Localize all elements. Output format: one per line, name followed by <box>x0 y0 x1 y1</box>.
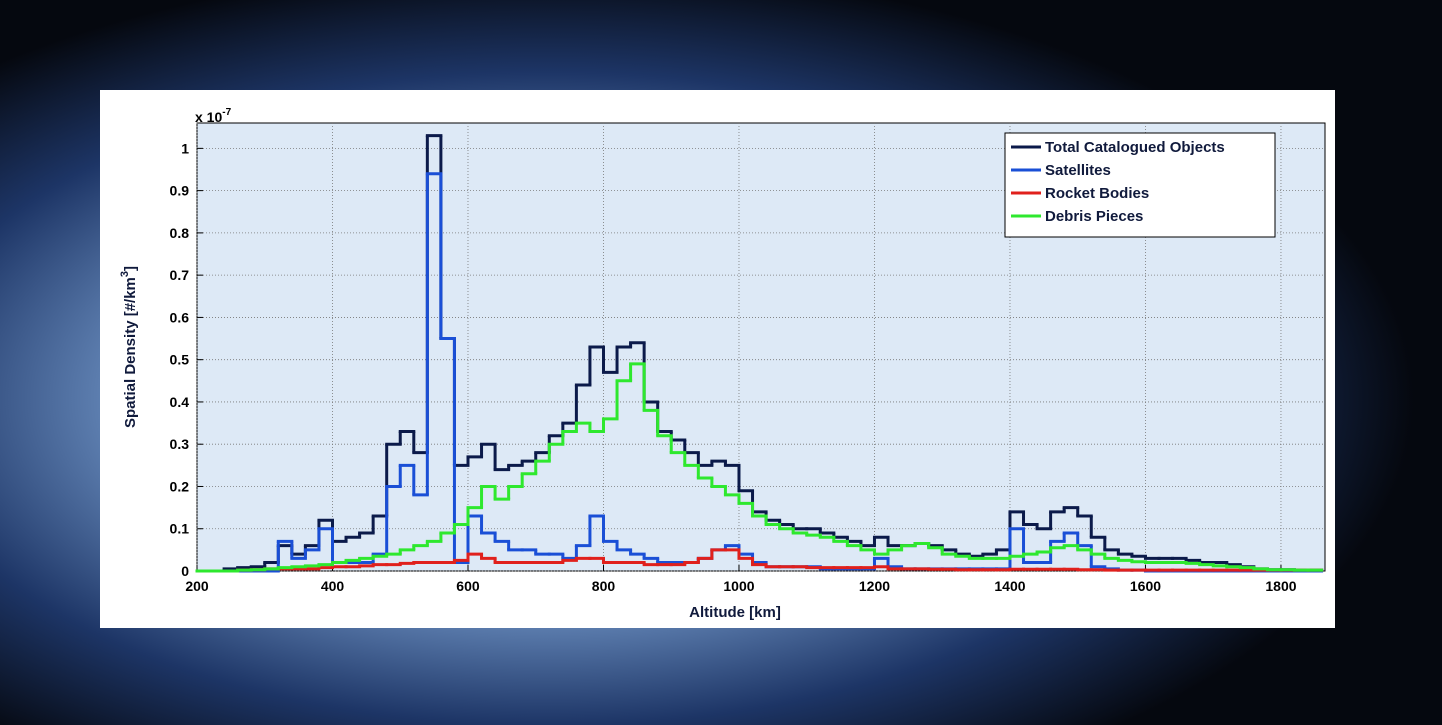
y-tick-label: 0.5 <box>170 352 190 368</box>
y-multiplier: x 10-7 <box>195 107 232 125</box>
y-tick-label: 0.3 <box>170 436 190 452</box>
y-axis-label-end: ] <box>122 266 139 271</box>
x-tick-label: 200 <box>185 578 209 594</box>
legend-label: Satellites <box>1045 162 1111 179</box>
y-tick-label: 0.7 <box>170 267 190 283</box>
x-tick-label: 1800 <box>1265 578 1296 594</box>
x-axis-label: Altitude [km] <box>689 604 781 621</box>
y-tick-label: 0.8 <box>170 225 190 241</box>
legend-box <box>1004 132 1276 238</box>
y-multiplier-base: x 10 <box>195 109 222 125</box>
legend-label: Total Catalogued Objects <box>1045 139 1225 156</box>
y-axis-label: Spatial Density [#/km3] <box>119 266 139 428</box>
legend-label: Debris Pieces <box>1045 208 1143 225</box>
x-tick-label: 1400 <box>994 578 1025 594</box>
x-tick-label: 600 <box>456 578 480 594</box>
y-tick-label: 0.6 <box>170 309 190 325</box>
legend-label: Rocket Bodies <box>1045 185 1149 202</box>
x-tick-label: 1200 <box>859 578 890 594</box>
y-axis-label-sup: 3 <box>119 271 131 277</box>
y-tick-label: 0 <box>181 563 189 579</box>
series <box>195 362 1324 573</box>
y-tick-label: 0.1 <box>170 521 190 537</box>
x-tick-label: 400 <box>321 578 345 594</box>
y-tick-label: 1 <box>181 140 189 156</box>
y-tick-label: 0.2 <box>170 478 190 494</box>
x-tick-label: 1000 <box>723 578 754 594</box>
x-tick-label: 1600 <box>1130 578 1161 594</box>
y-tick-label: 0.9 <box>170 183 190 199</box>
x-tick-label: 800 <box>592 578 616 594</box>
y-tick-label: 0.4 <box>170 394 190 410</box>
y-multiplier-exponent: -7 <box>222 107 231 118</box>
y-axis-label-main: Spatial Density [#/km <box>122 277 139 428</box>
